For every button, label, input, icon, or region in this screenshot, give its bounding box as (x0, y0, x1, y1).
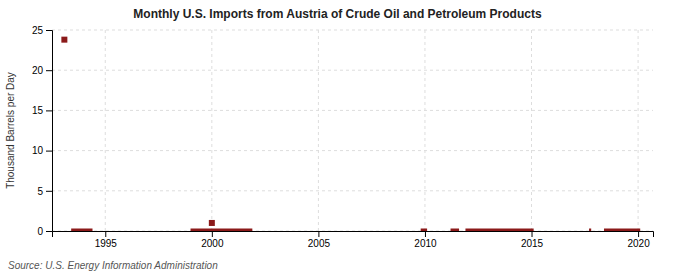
x-tick: 2005 (308, 231, 331, 249)
y-tick: 25 (32, 25, 52, 36)
x-tick-mark (212, 231, 213, 237)
x-tick-label: 2005 (308, 238, 331, 249)
y-axis: 0 5 10 15 20 25 (32, 25, 53, 237)
x-tick-mark (532, 231, 533, 237)
y-tick-label: 5 (37, 186, 43, 197)
y-tick-label: 10 (32, 145, 44, 156)
y-axis-line (46, 31, 53, 232)
grid-line (52, 150, 653, 151)
chart: 1995 2000 2005 2010 2015 2020 0 5 10 15 20 25 Monthl… (0, 0, 675, 275)
x-tick-label: 1995 (95, 238, 118, 249)
grid-line (318, 30, 319, 231)
y-tick-label: 15 (32, 105, 44, 116)
x-tick-label: 2015 (521, 238, 544, 249)
y-tick-mark (46, 191, 52, 192)
grid-line (638, 30, 639, 231)
y-tick-label: 20 (32, 65, 44, 76)
grid-line (52, 70, 653, 71)
line-series (71, 229, 640, 232)
grid (52, 30, 653, 231)
plot-area (61, 37, 640, 231)
x-axis-line (53, 232, 654, 238)
y-tick: 15 (32, 105, 52, 116)
grid-line (52, 190, 653, 191)
y-axis-title: Thousand Barrels per Day (5, 72, 16, 189)
y-tick-mark (46, 30, 52, 31)
y-tick-mark (46, 110, 52, 111)
x-tick-mark (638, 231, 639, 237)
y-tick-mark (46, 231, 52, 232)
x-tick: 2000 (201, 231, 224, 249)
grid-line (52, 30, 653, 31)
x-tick-mark (105, 231, 106, 237)
annotation: Source: U.S. Energy Information Administ… (8, 260, 218, 271)
grid-line (531, 30, 532, 231)
x-tick-label: 2020 (627, 238, 650, 249)
grid-line (211, 30, 212, 231)
y-tick: 20 (32, 65, 52, 76)
x-tick-mark (318, 231, 319, 237)
x-tick-label: 2010 (414, 238, 437, 249)
y-tick-mark (46, 151, 52, 152)
point (61, 37, 67, 43)
y-tick-label: 25 (32, 25, 44, 36)
y-tick: 5 (37, 186, 52, 197)
x-tick-mark (425, 231, 426, 237)
x-tick: 2020 (627, 231, 650, 249)
y-tick: 10 (32, 145, 52, 156)
y-tick: 0 (37, 226, 52, 237)
x-tick: 1995 (95, 231, 118, 249)
x-axis: 1995 2000 2005 2010 2015 2020 (53, 231, 654, 249)
x-tick-label: 2000 (201, 238, 224, 249)
title: Monthly U.S. Imports from Austria of Cru… (133, 7, 542, 21)
grid-line (105, 30, 106, 231)
x-tick: 2010 (414, 231, 437, 249)
x-tick: 2015 (521, 231, 544, 249)
y-tick-mark (46, 70, 52, 71)
grid-line (424, 30, 425, 231)
point (209, 220, 215, 226)
grid-line (52, 110, 653, 111)
y-tick-label: 0 (37, 226, 43, 237)
